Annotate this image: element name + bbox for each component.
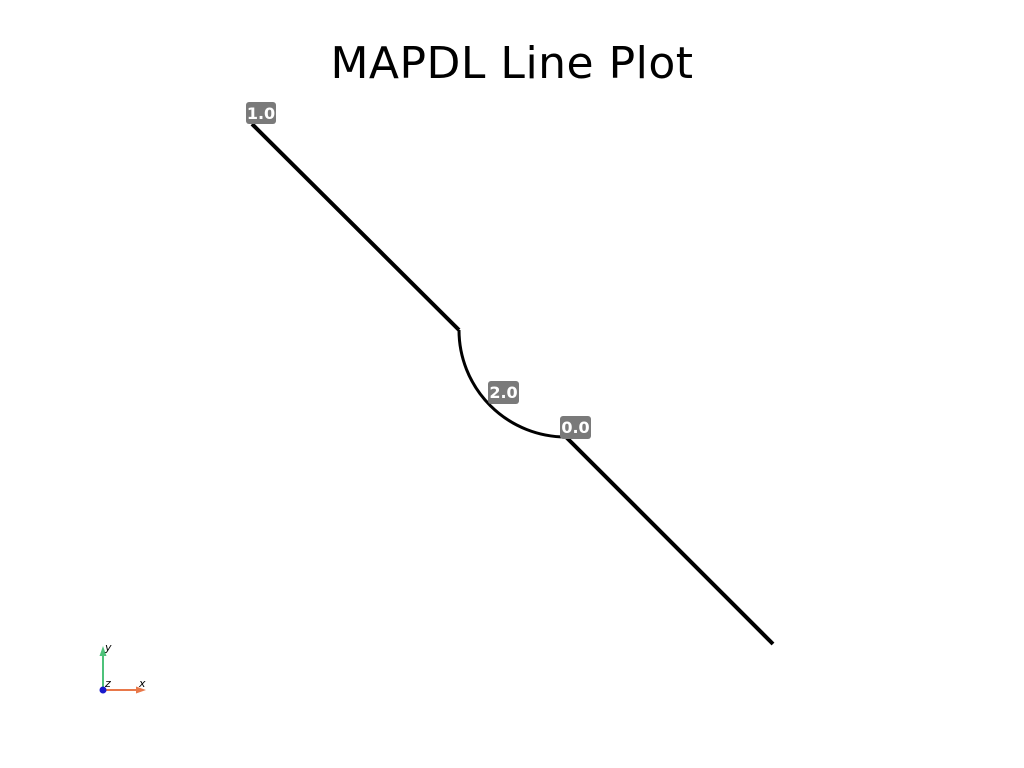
line-label-1-text: 1.0 [247, 104, 275, 123]
line-label-1: 1.0 [246, 102, 276, 124]
y-axis-label: y [104, 641, 112, 654]
line-upper [250, 122, 461, 332]
line-label-2: 2.0 [488, 381, 519, 404]
line-label-2-text: 2.0 [489, 383, 517, 402]
geometry-lines [250, 122, 775, 646]
plot-title: MAPDL Line Plot [330, 38, 694, 89]
line-lower [564, 435, 775, 646]
line-arc [457, 329, 567, 439]
y-axis-arrowhead [99, 646, 107, 656]
line-label-0-text: 0.0 [561, 418, 589, 437]
z-axis-label: z [104, 677, 111, 690]
z-axis-dot [99, 686, 107, 694]
x-axis-arrowhead [136, 686, 146, 694]
line-label-0: 0.0 [560, 416, 591, 439]
x-axis-label: x [138, 677, 146, 690]
axes-triad: y x z [99, 641, 146, 694]
